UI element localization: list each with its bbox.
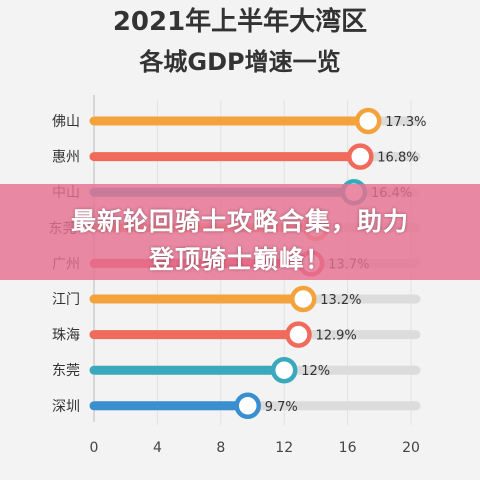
category-label: 佛山 (52, 114, 80, 130)
x-tick-label: 12 (275, 440, 293, 456)
bar-end-marker (270, 356, 298, 384)
bar-end-marker (354, 107, 382, 135)
x-tick-label: 0 (90, 440, 99, 456)
x-tick-label: 8 (216, 440, 225, 456)
category-label: 深圳 (52, 399, 80, 415)
x-tick-label: 16 (339, 440, 357, 456)
category-label: 惠州 (52, 150, 80, 166)
category-label: 江门 (52, 292, 80, 308)
category-label: 东莞 (52, 363, 80, 379)
value-label: 12.9% (315, 329, 356, 344)
x-tick-label: 4 (153, 440, 162, 456)
bar-end-marker (289, 285, 317, 313)
x-tick-label: 20 (402, 440, 420, 456)
x-axis: 0 4 8 12 16 20 (90, 440, 420, 456)
chart-title-line1: 2021年上半年大湾区 (113, 6, 367, 37)
value-label: 17.3% (385, 115, 426, 130)
bar-end-marker (285, 321, 312, 348)
bar-end-marker (347, 143, 374, 170)
category-label: 珠海 (52, 328, 80, 344)
value-label: 13.2% (320, 293, 361, 308)
value-label: 16.8% (377, 151, 418, 166)
promo-banner-line1: 最新轮回骑士攻略合集，助力 (70, 207, 409, 236)
value-label: 9.7% (265, 400, 298, 415)
promo-banner[interactable] (0, 184, 480, 280)
value-label: 12% (301, 364, 330, 379)
promo-banner-line2: 登顶骑士巅峰！ (148, 245, 331, 274)
chart-title-line2: 各城GDP增速一览 (138, 48, 340, 76)
bar-end-marker (234, 392, 261, 420)
